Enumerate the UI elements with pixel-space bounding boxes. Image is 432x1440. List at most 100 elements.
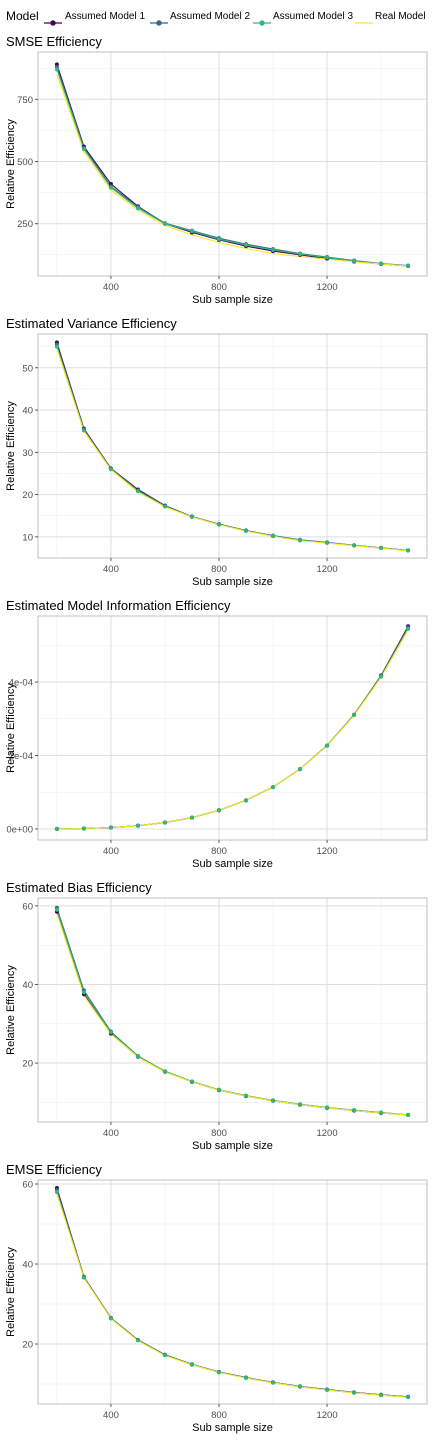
x-tick-label: 400: [103, 282, 119, 293]
series-line-assumed-model-3: [56, 69, 409, 267]
y-tick-label: 60: [22, 1180, 33, 1191]
data-point-assumed-model-3: [324, 255, 330, 260]
data-point-assumed-model-3: [189, 1362, 195, 1367]
data-point-assumed-model-3: [352, 1390, 357, 1395]
data-point-assumed-model-3: [108, 1316, 113, 1321]
x-axis-label: Sub sample size: [192, 858, 273, 870]
data-point-assumed-model-3: [406, 548, 411, 553]
data-point-assumed-model-3: [162, 820, 168, 825]
y-axis-label: Relative Efficiency: [5, 965, 17, 1055]
data-point-assumed-model-3: [54, 907, 59, 912]
plot-background: [38, 1180, 427, 1404]
legend-swatch-assumed-model-1: [44, 20, 62, 26]
data-point-assumed-model-3: [54, 67, 59, 72]
data-point-assumed-model-3: [189, 229, 195, 234]
plot-border: [37, 51, 428, 277]
data-point-assumed-model-3: [216, 1370, 222, 1375]
x-tick-label: 800: [211, 846, 227, 857]
data-point-assumed-model-3: [324, 743, 330, 748]
data-point-assumed-model-3: [216, 1087, 222, 1092]
chart-emse-efficiency: EMSE Efficiency 400 800 1200 20 40 60 Sub sampl…: [5, 1162, 428, 1434]
data-point-assumed-model-3: [162, 1069, 168, 1074]
data-point-assumed-model-3: [406, 1395, 411, 1400]
data-point-assumed-model-3: [216, 522, 222, 527]
legend-label-assumed-model-1: Assumed Model 1: [65, 11, 146, 22]
data-point-assumed-model-3: [135, 1338, 141, 1343]
y-tick-label: 20: [22, 1340, 33, 1351]
y-tick-label: 60: [22, 901, 33, 912]
data-point-assumed-model-3: [135, 1054, 141, 1059]
chart-title: EMSE Efficiency: [6, 1162, 102, 1177]
chart-title: Estimated Model Information Efficiency: [6, 598, 231, 613]
plot-background: [38, 52, 427, 276]
chart-smse-efficiency: SMSE Efficiency 400 800 1200 250 500 750 Sub sa…: [5, 34, 428, 306]
data-point-assumed-model-3: [324, 540, 330, 545]
data-point-assumed-model-3: [379, 545, 384, 550]
x-tick-label: 400: [103, 846, 119, 857]
plot-border: [37, 1179, 428, 1405]
plot-border: [37, 615, 428, 841]
data-point-assumed-model-3: [162, 221, 168, 226]
legend-swatch-assumed-model-2: [150, 20, 168, 26]
y-tick-label: 0e+00: [6, 824, 33, 835]
y-tick-label: 250: [17, 219, 33, 230]
data-point-assumed-model-3: [54, 344, 59, 349]
x-axis-label: Sub sample size: [192, 1140, 273, 1152]
data-point-assumed-model-3: [81, 1275, 86, 1280]
data-point-assumed-model-3: [108, 1030, 113, 1035]
data-point-assumed-model-3: [297, 252, 303, 257]
chart-estimated-variance-efficiency: Estimated Variance Efficiency 400 800 1200 1…: [5, 316, 428, 588]
y-tick-label: 500: [17, 157, 33, 168]
data-point-assumed-model-3: [270, 247, 276, 252]
plot-background: [38, 616, 427, 840]
data-point-assumed-model-3: [135, 823, 141, 828]
x-axis-label: Sub sample size: [192, 294, 273, 306]
series-line-real-model: [56, 629, 409, 830]
x-tick-label: 400: [103, 1410, 119, 1421]
x-tick-label: 1200: [316, 1410, 337, 1421]
data-point-assumed-model-3: [379, 1110, 384, 1115]
data-point-assumed-model-3: [297, 1384, 303, 1389]
y-tick-label: 50: [22, 363, 33, 374]
data-point-assumed-model-3: [243, 242, 249, 247]
data-point-assumed-model-3: [243, 1093, 249, 1098]
data-point-assumed-model-3: [297, 1102, 303, 1107]
y-tick-label: 40: [22, 980, 33, 991]
chart-title: Estimated Variance Efficiency: [6, 316, 177, 331]
y-tick-label: 20: [22, 1059, 33, 1070]
data-point-assumed-model-3: [270, 1098, 276, 1103]
data-point-assumed-model-3: [135, 489, 141, 494]
y-axis-label: Relative Efficiency: [5, 1247, 17, 1337]
data-point-assumed-model-3: [189, 514, 195, 520]
data-point-assumed-model-3: [379, 674, 384, 679]
data-point-assumed-model-3: [135, 206, 141, 211]
data-point-assumed-model-3: [352, 543, 357, 548]
y-axis-label: Relative Efficiency: [5, 119, 17, 209]
y-tick-label: 10: [22, 532, 33, 543]
series-line-real-model: [56, 1193, 409, 1398]
legend-label-assumed-model-2: Assumed Model 2: [170, 11, 251, 22]
chart-title: SMSE Efficiency: [6, 34, 102, 49]
plot-border: [37, 897, 428, 1123]
data-point-assumed-model-3: [270, 533, 276, 539]
x-tick-label: 400: [103, 1128, 119, 1139]
data-point-assumed-model-3: [406, 1112, 411, 1117]
data-point-assumed-model-3: [324, 1105, 330, 1110]
y-tick-label: 2e-04: [9, 751, 33, 762]
plot-background: [38, 334, 427, 558]
plot-background: [38, 898, 427, 1122]
plot-border: [37, 333, 428, 559]
x-tick-label: 1200: [316, 846, 337, 857]
data-point-assumed-model-3: [324, 1387, 330, 1393]
chart-title: Estimated Bias Efficiency: [6, 880, 152, 895]
series-line-real-model: [56, 74, 409, 267]
data-point-assumed-model-3: [81, 990, 86, 995]
data-point-assumed-model-3: [108, 467, 113, 472]
data-point-assumed-model-3: [216, 237, 222, 242]
y-axis-label: Relative Efficiency: [5, 401, 17, 491]
data-point-assumed-model-3: [270, 785, 276, 790]
legend: Model Assumed Model 1 Assumed Model 2 As…: [0, 0, 432, 34]
series-line-real-model: [56, 913, 409, 1116]
x-tick-label: 400: [103, 564, 119, 575]
data-point-assumed-model-3: [162, 504, 168, 509]
